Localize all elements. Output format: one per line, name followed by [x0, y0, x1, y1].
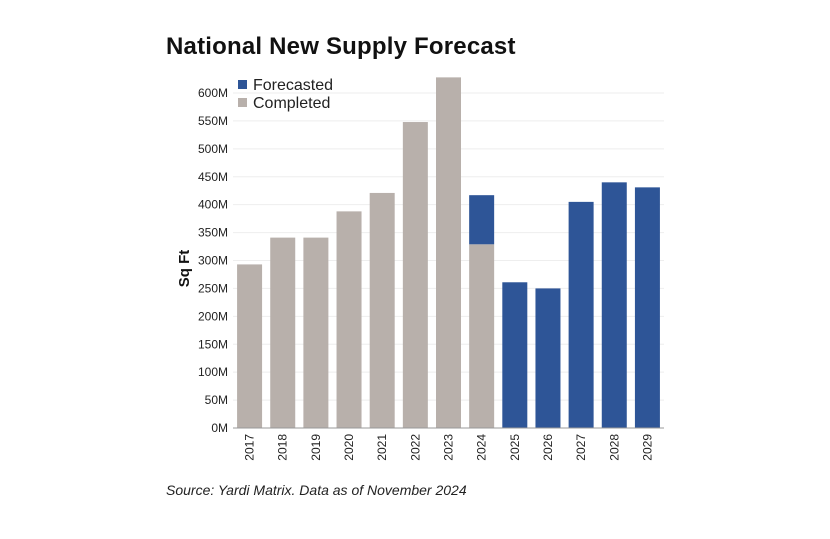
bar-forecasted-2024 — [469, 195, 495, 245]
bar-forecasted-2028 — [601, 182, 627, 428]
y-tick-label: 450M — [198, 170, 228, 184]
bar-completed-2023 — [436, 77, 461, 428]
x-tick-label: 2029 — [640, 434, 654, 461]
legend-swatch-completed — [238, 98, 247, 107]
bar-forecasted-2029 — [634, 187, 660, 428]
x-tick-label: 2018 — [276, 434, 290, 461]
y-tick-label: 550M — [198, 114, 228, 128]
y-tick-label: 200M — [198, 309, 228, 323]
y-tick-label: 0M — [211, 421, 228, 435]
x-tick-label: 2026 — [541, 434, 555, 461]
bar-forecasted-2026 — [535, 288, 561, 428]
bar-completed-2021 — [369, 192, 395, 428]
source-note: Source: Yardi Matrix. Data as of Novembe… — [166, 482, 467, 498]
bar-forecasted-2025 — [502, 282, 528, 428]
bar-chart: 0M 50M 100M 150M 200M 250M 300M 350M 400M 450M 500… — [176, 77, 664, 461]
y-axis-label: Sq Ft — [176, 250, 193, 288]
bar-completed-2017 — [237, 264, 263, 428]
legend-label-forecasted: Forecasted — [253, 77, 333, 94]
y-tick-label: 500M — [198, 142, 228, 156]
x-tick-label: 2027 — [574, 434, 588, 461]
bar-completed-2019 — [303, 237, 329, 428]
x-tick-label: 2017 — [243, 434, 257, 461]
y-tick-label: 350M — [198, 226, 228, 240]
y-tick-label: 150M — [198, 337, 228, 351]
y-tick-label: 300M — [198, 254, 228, 268]
bar-completed-2024 — [469, 244, 495, 428]
bar-completed-2020 — [336, 211, 362, 428]
y-tick-label: 250M — [198, 281, 228, 295]
x-tick-label: 2024 — [475, 434, 489, 461]
chart-title: National New Supply Forecast — [166, 33, 516, 60]
legend-label-completed: Completed — [253, 95, 330, 112]
y-tick-label: 600M — [198, 86, 228, 100]
y-tick-label: 400M — [198, 198, 228, 212]
x-tick-label: 2020 — [342, 434, 356, 461]
x-tick-label: 2023 — [442, 434, 456, 461]
bar-forecasted-2027 — [568, 201, 594, 428]
x-tick-label: 2028 — [607, 434, 621, 461]
bar-completed-2018 — [270, 237, 296, 428]
x-tick-label: 2025 — [508, 434, 522, 461]
y-tick-label: 50M — [205, 393, 228, 407]
x-tick-label: 2019 — [309, 434, 323, 461]
x-tick-label: 2021 — [375, 434, 389, 461]
y-tick-label: 100M — [198, 365, 228, 379]
x-tick-label: 2022 — [408, 434, 422, 461]
bar-completed-2022 — [402, 122, 428, 429]
legend-swatch-forecasted — [238, 80, 247, 89]
